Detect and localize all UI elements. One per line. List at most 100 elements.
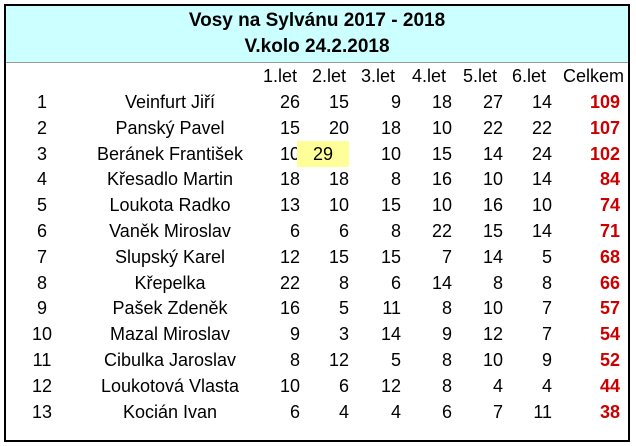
row-name: Křepelka (134, 272, 206, 293)
row-name: Křesadlo Martin (106, 169, 234, 190)
row-rank: 4 (36, 169, 47, 190)
row-score: 9 (289, 324, 300, 345)
row-score: 16 (431, 169, 452, 190)
row-score: 4 (492, 375, 503, 396)
row-score: 22 (279, 272, 300, 293)
row-score: 15 (380, 246, 401, 267)
row-score: 12 (328, 350, 349, 370)
row-score: 12 (380, 375, 401, 396)
row-score: 14 (531, 221, 552, 241)
row-score: 9 (390, 92, 401, 112)
row-score: 8 (492, 272, 503, 293)
column-header-3: 3.let (360, 66, 396, 86)
row-score: 6 (390, 272, 401, 293)
row-total: 57 (599, 298, 620, 319)
row-score: 4 (390, 401, 401, 422)
row-score: 27 (482, 92, 503, 112)
row-total: 102 (589, 143, 620, 164)
row-score: 10 (482, 298, 503, 319)
row-score: 11 (382, 298, 401, 319)
results-sheet: Vosy na Sylvánu 2017 - 2018 V.kolo 24.2.… (4, 4, 630, 442)
row-total: 107 (589, 117, 620, 138)
row-total: 68 (599, 246, 620, 267)
row-score: 14 (380, 324, 401, 345)
row-score: 14 (531, 92, 552, 112)
row-score: 8 (441, 350, 452, 370)
row-score: 22 (531, 117, 552, 138)
row-rank: 12 (31, 375, 53, 396)
row-score: 12 (279, 246, 300, 267)
row-score: 9 (541, 350, 552, 370)
row-score: 4 (541, 375, 552, 396)
row-score: 7 (541, 298, 552, 319)
row-score: 10 (431, 195, 452, 216)
column-header-1: 1.let (262, 66, 298, 86)
row-score: 5 (390, 350, 401, 370)
row-score: 11 (533, 401, 552, 422)
column-header-4: 4.let (411, 66, 447, 86)
row-rank: 8 (36, 272, 47, 293)
row-score: 9 (441, 324, 452, 345)
row-score: 16 (482, 195, 503, 216)
row-score: 3 (338, 324, 349, 345)
title-band: Vosy na Sylvánu 2017 - 2018 V.kolo 24.2.… (6, 6, 628, 63)
row-score: 14 (482, 143, 503, 164)
row-score: 20 (328, 117, 349, 138)
row-rank: 2 (36, 117, 47, 138)
row-score: 22 (431, 221, 452, 241)
row-score: 10 (431, 117, 452, 138)
row-score: 15 (328, 246, 349, 267)
row-score: 15 (328, 92, 349, 112)
row-score: 6 (338, 375, 349, 396)
row-score: 7 (441, 246, 452, 267)
row-rank: 9 (36, 298, 47, 319)
row-score: 10 (482, 169, 503, 190)
row-rank: 3 (36, 143, 47, 164)
row-score: 6 (338, 221, 349, 241)
row-score: 15 (279, 117, 300, 138)
row-score: 18 (380, 117, 401, 138)
column-header-5: 5.let (462, 66, 498, 86)
row-score: 10 (531, 195, 552, 216)
row-score: 15 (380, 195, 401, 216)
row-score: 7 (492, 401, 503, 422)
row-score: 10 (279, 143, 300, 164)
row-score: 14 (431, 272, 452, 293)
row-score: 16 (279, 298, 300, 319)
column-header-6: 6.let (511, 66, 547, 86)
row-score: 24 (531, 143, 552, 164)
column-header-2: 2.let (311, 66, 347, 86)
row-score: 10 (279, 375, 300, 396)
row-score: 26 (279, 92, 300, 112)
row-name: Pašek Zdeněk (112, 298, 228, 319)
sheet-title: Vosy na Sylvánu 2017 - 2018 (188, 10, 446, 31)
row-total: 84 (599, 169, 620, 190)
sheet-subtitle: V.kolo 24.2.2018 (244, 36, 390, 57)
row-name: Cibulka Jaroslav (103, 350, 237, 370)
row-score: 8 (390, 221, 401, 241)
row-score: 4 (338, 401, 349, 422)
row-score: 18 (431, 92, 452, 112)
row-total: 44 (599, 375, 620, 396)
row-score: 14 (482, 246, 503, 267)
row-name: Veinfurt Jiří (124, 92, 216, 112)
row-score: 6 (289, 401, 300, 422)
row-total: 52 (599, 350, 620, 370)
row-name: Loukotová Vlasta (100, 375, 240, 396)
row-score: 5 (338, 298, 349, 319)
row-score: 15 (431, 143, 452, 164)
row-rank: 10 (31, 324, 53, 345)
row-total: 71 (599, 221, 620, 241)
row-score: 22 (482, 117, 503, 138)
row-rank: 1 (36, 92, 47, 112)
row-rank: 7 (36, 246, 47, 267)
row-score: 15 (482, 221, 503, 241)
row-score: 10 (482, 350, 503, 370)
row-total: 54 (599, 324, 620, 345)
row-score: 5 (541, 246, 552, 267)
row-total: 38 (599, 401, 620, 422)
row-score: 18 (328, 169, 349, 190)
row-rank: 13 (31, 401, 53, 422)
row-score: 12 (482, 324, 503, 345)
row-score: 8 (441, 298, 452, 319)
